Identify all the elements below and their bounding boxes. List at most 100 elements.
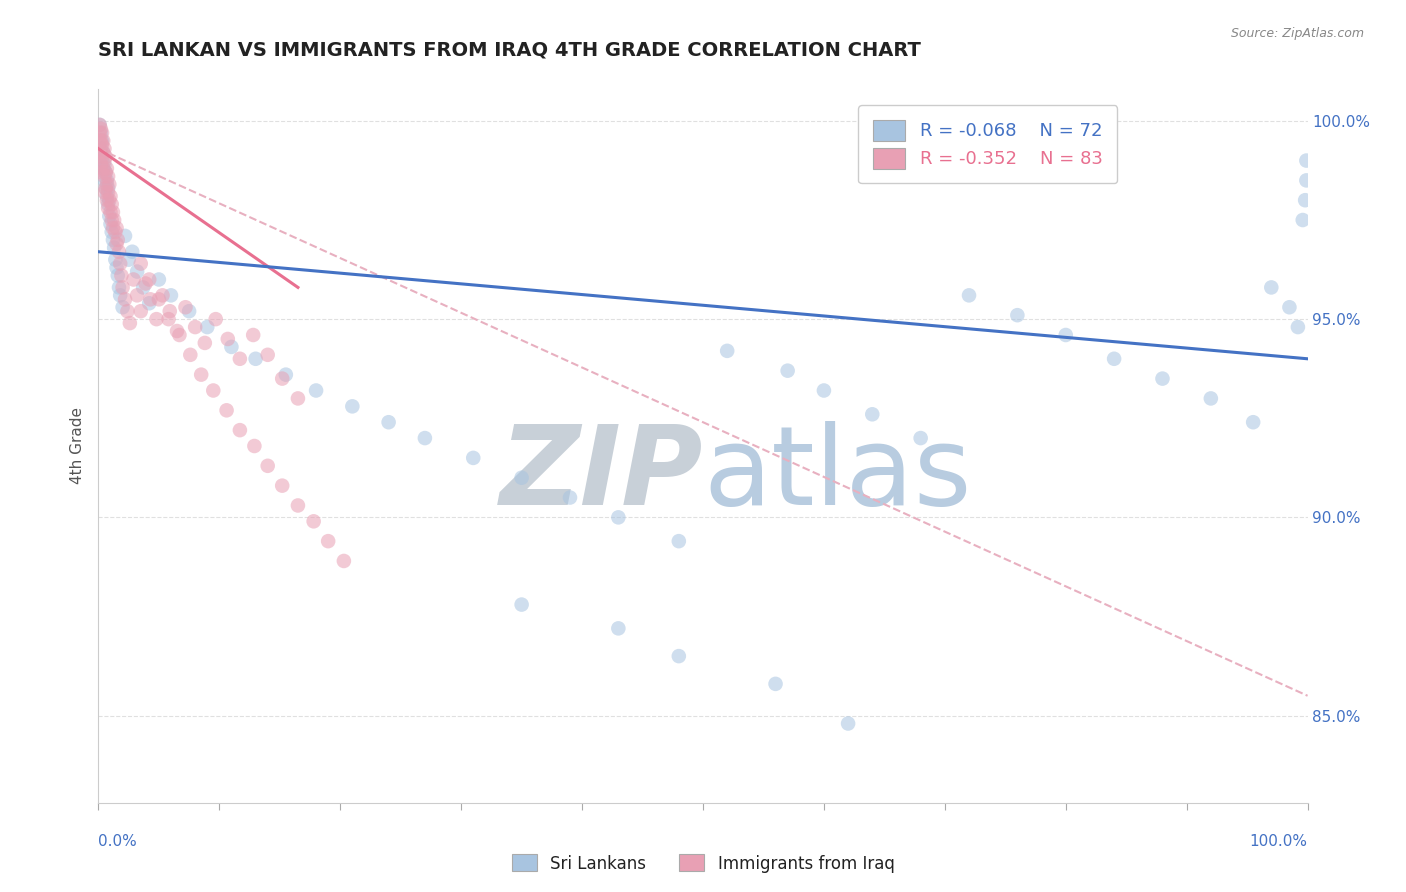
Point	[765, 677, 787, 691]
Point	[111, 300, 134, 314]
Point	[1295, 173, 1317, 187]
Point	[152, 288, 174, 302]
Point	[215, 403, 238, 417]
Point	[110, 268, 132, 283]
Point	[157, 312, 180, 326]
Point	[93, 173, 115, 187]
Point	[138, 296, 160, 310]
Point	[139, 293, 162, 307]
Point	[229, 423, 252, 437]
Point	[204, 312, 226, 326]
Point	[127, 288, 149, 302]
Point	[93, 186, 115, 200]
Text: 0.0%: 0.0%	[98, 834, 138, 849]
Point	[94, 150, 117, 164]
Point	[243, 439, 266, 453]
Point	[160, 288, 183, 302]
Point	[96, 193, 118, 207]
Point	[256, 348, 278, 362]
Text: 100.0%: 100.0%	[1250, 834, 1308, 849]
Point	[96, 173, 118, 187]
Point	[1292, 213, 1315, 227]
Point	[910, 431, 932, 445]
Point	[118, 252, 141, 267]
Point	[510, 471, 533, 485]
Point	[103, 213, 125, 227]
Point	[194, 335, 217, 350]
Point	[145, 312, 167, 326]
Point	[287, 392, 309, 406]
Point	[93, 157, 115, 171]
Point	[101, 221, 124, 235]
Point	[118, 316, 141, 330]
Point	[716, 343, 738, 358]
Text: atlas: atlas	[703, 421, 972, 528]
Point	[101, 233, 124, 247]
Point	[1286, 320, 1309, 334]
Point	[93, 142, 115, 156]
Point	[1007, 308, 1029, 322]
Point	[174, 300, 197, 314]
Point	[776, 364, 799, 378]
Point	[94, 181, 117, 195]
Point	[127, 264, 149, 278]
Point	[91, 134, 114, 148]
Point	[195, 320, 218, 334]
Point	[1278, 300, 1301, 314]
Point	[202, 384, 225, 398]
Point	[1199, 392, 1222, 406]
Point	[256, 458, 278, 473]
Point	[305, 384, 328, 398]
Point	[104, 225, 127, 239]
Point	[121, 244, 143, 259]
Point	[90, 134, 112, 148]
Point	[100, 197, 122, 211]
Point	[132, 280, 155, 294]
Point	[89, 118, 111, 132]
Point	[91, 134, 114, 148]
Point	[108, 288, 131, 302]
Point	[837, 716, 859, 731]
Point	[91, 150, 114, 164]
Point	[98, 209, 121, 223]
Point	[668, 534, 690, 549]
Point	[129, 257, 152, 271]
Point	[91, 137, 114, 152]
Point	[221, 340, 243, 354]
Text: Source: ZipAtlas.com: Source: ZipAtlas.com	[1230, 27, 1364, 40]
Point	[108, 244, 131, 259]
Point	[104, 252, 127, 267]
Point	[342, 400, 364, 414]
Point	[91, 161, 114, 176]
Point	[117, 304, 139, 318]
Point	[96, 161, 118, 176]
Point	[114, 228, 136, 243]
Point	[97, 169, 120, 184]
Point	[98, 178, 121, 192]
Point	[166, 324, 188, 338]
Point	[179, 304, 201, 318]
Point	[190, 368, 212, 382]
Point	[129, 304, 152, 318]
Point	[668, 649, 690, 664]
Point	[413, 431, 436, 445]
Point	[122, 272, 145, 286]
Legend: Sri Lankans, Immigrants from Iraq: Sri Lankans, Immigrants from Iraq	[505, 847, 901, 880]
Point	[90, 157, 112, 171]
Point	[91, 161, 114, 176]
Text: ZIP: ZIP	[499, 421, 703, 528]
Point	[91, 153, 114, 168]
Point	[107, 233, 129, 247]
Legend: R = -0.068    N = 72, R = -0.352    N = 83: R = -0.068 N = 72, R = -0.352 N = 83	[859, 105, 1118, 183]
Point	[1260, 280, 1282, 294]
Y-axis label: 4th Grade: 4th Grade	[70, 408, 86, 484]
Point	[148, 293, 170, 307]
Point	[510, 598, 533, 612]
Point	[860, 407, 883, 421]
Point	[179, 348, 201, 362]
Point	[245, 351, 267, 366]
Point	[229, 351, 252, 366]
Point	[1152, 371, 1174, 385]
Point	[1054, 328, 1077, 343]
Point	[558, 491, 581, 505]
